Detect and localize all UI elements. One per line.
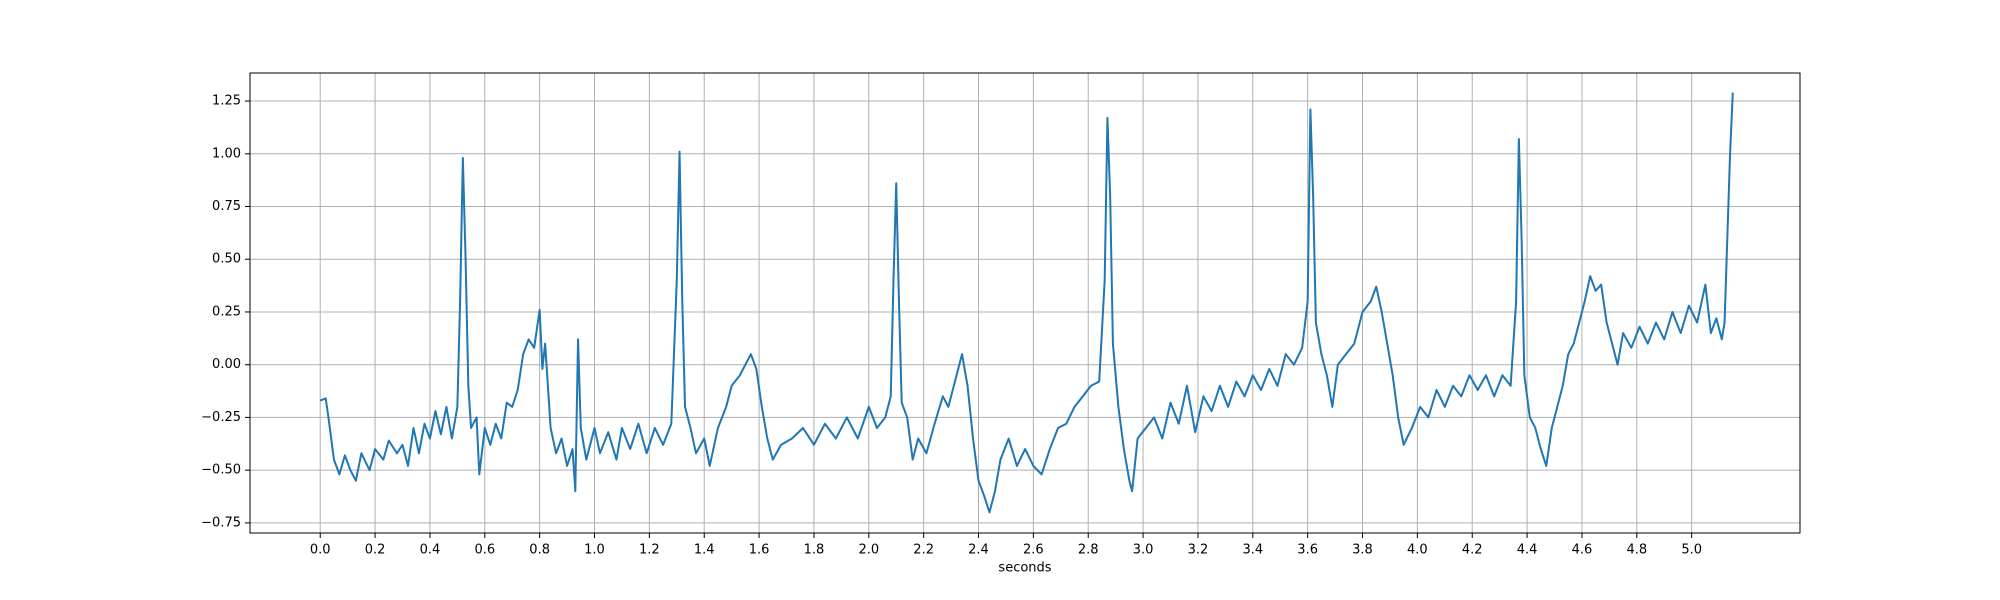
y-tick-label: −0.50 xyxy=(201,463,241,478)
x-tick-label: 2.8 xyxy=(1078,543,1099,558)
x-tick-label: 1.6 xyxy=(749,543,770,558)
x-tick-label: 3.0 xyxy=(1133,543,1154,558)
x-tick-label: 3.6 xyxy=(1297,543,1318,558)
x-tick-label: 2.4 xyxy=(968,543,989,558)
y-tick-label: −0.25 xyxy=(201,410,241,425)
plot-frame xyxy=(249,72,1801,534)
x-tick-label: 4.2 xyxy=(1462,543,1483,558)
x-tick-label: 0.0 xyxy=(310,543,331,558)
x-tick-label: 2.0 xyxy=(858,543,879,558)
y-tick-label: 1.25 xyxy=(212,94,241,109)
x-tick-label: 0.4 xyxy=(420,543,441,558)
x-tick-label: 2.2 xyxy=(913,543,934,558)
x-tick-label: 0.2 xyxy=(365,543,386,558)
line-series xyxy=(319,92,1734,514)
x-tick-label: 1.8 xyxy=(804,543,825,558)
y-tick-label: 0.25 xyxy=(212,304,241,319)
y-tick-label: 0.00 xyxy=(212,357,241,372)
x-tick-label: 1.2 xyxy=(639,543,660,558)
x-tick-label: 1.0 xyxy=(584,543,605,558)
x-tick-label: 4.0 xyxy=(1407,543,1428,558)
x-tick-label: 3.2 xyxy=(1188,543,1209,558)
x-tick-label: 1.4 xyxy=(694,543,715,558)
x-tick-label: 4.4 xyxy=(1517,543,1538,558)
x-tick-label: 4.6 xyxy=(1572,543,1593,558)
y-tick-label: −0.75 xyxy=(201,515,241,530)
x-tick-label: 5.0 xyxy=(1681,543,1702,558)
y-tick-label: 0.75 xyxy=(212,199,241,214)
y-tick-label: 0.50 xyxy=(212,252,241,267)
x-axis-label: seconds xyxy=(998,561,1051,576)
x-tick-label: 3.4 xyxy=(1242,543,1263,558)
x-tick-label: 0.6 xyxy=(474,543,495,558)
x-tick-label: 4.8 xyxy=(1626,543,1647,558)
x-tick-label: 0.8 xyxy=(529,543,550,558)
x-tick-label: 3.8 xyxy=(1352,543,1373,558)
x-tick-label: 2.6 xyxy=(1023,543,1044,558)
y-tick-label: 1.00 xyxy=(212,146,241,161)
